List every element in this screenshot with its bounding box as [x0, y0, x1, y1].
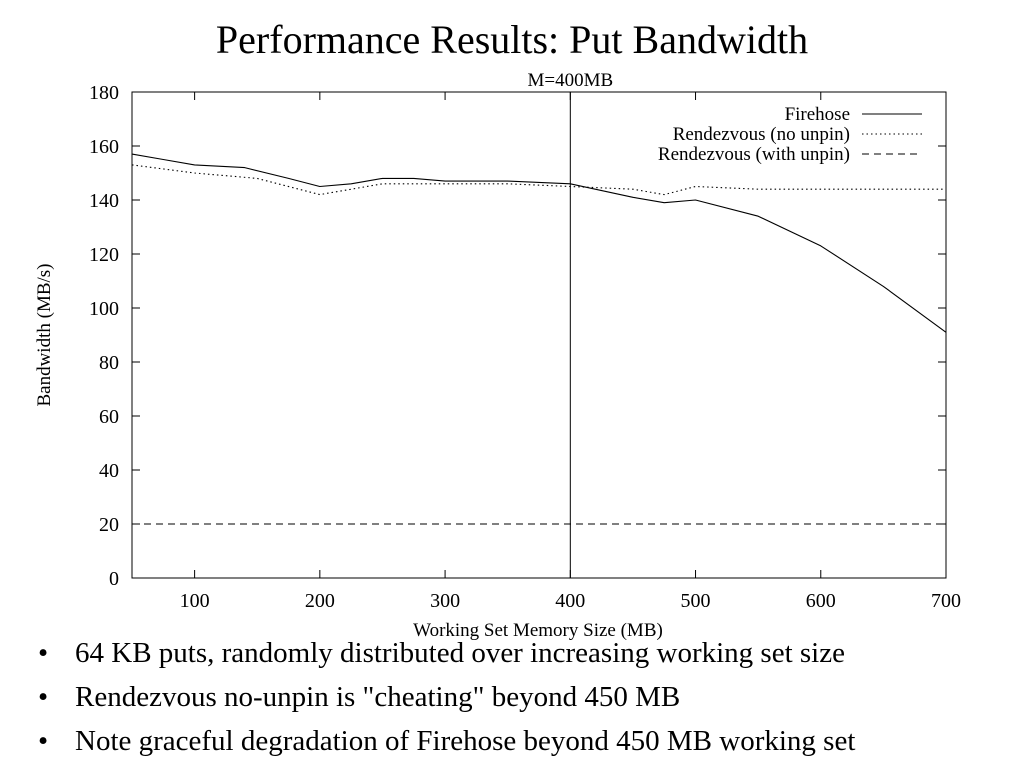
- x-tick-label: 700: [931, 590, 961, 612]
- x-tick-label: 600: [806, 590, 836, 612]
- y-tick-label: 60: [99, 406, 119, 428]
- series-line-2: [131, 164, 946, 196]
- bullet-list: 64 KB puts, randomly distributed over in…: [38, 636, 855, 768]
- bandwidth-chart: 0 20 40 60 80 100 120 140 160 180 100 200 300 400 500 6…: [34, 70, 961, 640]
- bullet-item: Rendezvous no-unpin is "cheating" beyond…: [38, 680, 855, 724]
- legend-label: Rendezvous (with unpin): [658, 144, 850, 165]
- y-tick-label: 100: [89, 298, 119, 320]
- x-tick-label: 400: [555, 590, 585, 612]
- y-tick-label: 80: [99, 352, 119, 374]
- x-tick-label: 300: [430, 590, 460, 612]
- y-tick-label: 140: [89, 190, 119, 212]
- y-tick-label: 160: [89, 136, 119, 158]
- legend-label: Firehose: [785, 104, 850, 125]
- y-tick-label: 0: [109, 568, 119, 590]
- annotation-label: M=400MB: [527, 70, 613, 91]
- x-tick-label: 200: [305, 590, 335, 612]
- y-tick-label: 180: [89, 82, 119, 104]
- bullet-item: 64 KB puts, randomly distributed over in…: [38, 636, 855, 680]
- x-tick-label: 100: [180, 590, 210, 612]
- legend-label: Rendezvous (no unpin): [673, 124, 850, 145]
- y-axis-label: Bandwidth (MB/s): [34, 263, 55, 406]
- y-tick-label: 120: [89, 244, 119, 266]
- series-line-1: [131, 153, 947, 333]
- x-tick-label: 500: [681, 590, 711, 612]
- plot-frame: [131, 91, 947, 579]
- y-tick-label: 20: [99, 514, 119, 536]
- y-tick-label: 40: [99, 460, 119, 482]
- x-axis-label: Working Set Memory Size (MB): [413, 620, 663, 640]
- slide-title: Performance Results: Put Bandwidth: [215, 17, 809, 62]
- bullet-item: Note graceful degradation of Firehose be…: [38, 724, 855, 768]
